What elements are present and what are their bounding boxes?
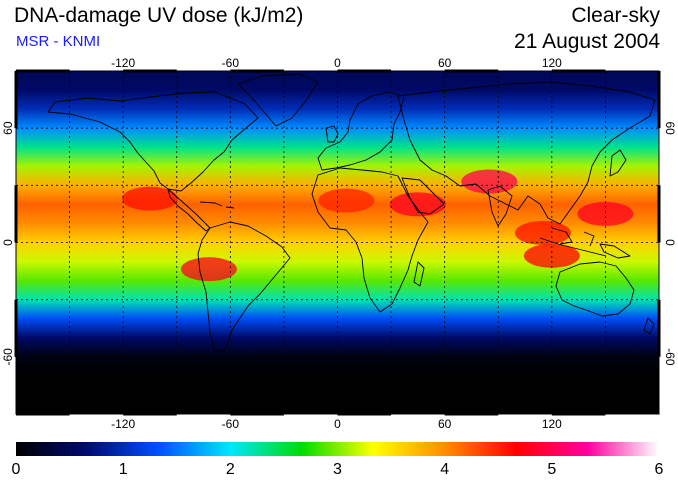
map-title: DNA-damage UV dose (kJ/m2)	[14, 4, 304, 27]
coastline-greenland	[237, 73, 319, 127]
lat-tick-label: -60	[663, 348, 677, 366]
lon-tick-label: 0	[334, 56, 341, 70]
lon-tick-label: -60	[222, 56, 240, 70]
colorbar-tick-labels: 0 1 2 3 4 5 6	[12, 461, 664, 478]
lat-labels-right: 60 0 -60	[663, 121, 677, 365]
lat-tick-label: 0	[663, 239, 677, 246]
colorbar-tick-label: 3	[333, 461, 342, 478]
lat-tick-label: -60	[1, 348, 15, 366]
colorbar-tick-label: 4	[440, 461, 449, 478]
lon-tick-label: 120	[542, 417, 562, 431]
coastline-india	[487, 185, 513, 227]
hotspot-mexico	[121, 186, 178, 211]
lat-tick-label: 60	[663, 121, 677, 135]
lat-tick-label: 60	[1, 121, 15, 135]
hotspot-north-africa	[318, 188, 375, 213]
lon-labels-top: -120 -60 0 60 120	[111, 56, 562, 70]
coastline-australia	[555, 261, 635, 317]
source-label: MSR - KNMI	[16, 33, 101, 50]
colorbar-tick-label: 6	[655, 461, 664, 478]
colorbar-tick-label: 1	[119, 461, 128, 478]
lon-tick-label: -60	[222, 417, 240, 431]
graticule	[16, 71, 659, 414]
coastline-arabia	[401, 177, 445, 215]
coastline-north-america	[47, 91, 259, 192]
lon-tick-label: 120	[542, 56, 562, 70]
coastline-asia	[397, 81, 656, 225]
hotspot-tibetan-plateau	[461, 169, 518, 194]
hotspot-indonesia	[523, 243, 580, 268]
lat-labels-left: 60 0 -60	[1, 121, 15, 365]
lat-tick-label: 0	[1, 239, 15, 246]
colorbar-tick-label: 5	[547, 461, 556, 478]
lon-tick-label: 0	[334, 417, 341, 431]
coastline-madagascar	[413, 261, 425, 287]
lon-tick-label: 60	[438, 417, 452, 431]
hotspot-southeast-asia	[514, 220, 571, 245]
hotspot-andes	[180, 257, 237, 282]
lon-labels-bottom: -120 -60 0 60 120	[111, 417, 562, 431]
coastline-central-america	[167, 188, 211, 232]
coastline-new-zealand	[643, 317, 655, 335]
lon-tick-label: -120	[111, 56, 135, 70]
colorbar-tick-label: 2	[226, 461, 235, 478]
coastline-africa	[311, 167, 429, 313]
hotspot-arabian-peninsula	[389, 192, 446, 217]
coastline-antarctica	[16, 395, 659, 405]
coastline-south-america	[197, 221, 291, 353]
hotspot-layer	[121, 169, 634, 282]
colorbar-tick-label: 0	[12, 461, 21, 478]
coastlines	[16, 73, 659, 405]
sky-condition-label: Clear-sky	[571, 4, 660, 27]
coastline-japan	[609, 149, 627, 177]
lon-tick-label: -120	[111, 417, 135, 431]
colorbar	[16, 442, 659, 456]
lon-tick-label: 60	[438, 56, 452, 70]
frame-tick-marks	[14, 69, 661, 416]
coastline-new-guinea	[599, 243, 631, 259]
date-label: 21 August 2004	[514, 30, 660, 53]
coastline-uk	[325, 125, 339, 143]
hotspot-western-pacific	[577, 201, 634, 226]
